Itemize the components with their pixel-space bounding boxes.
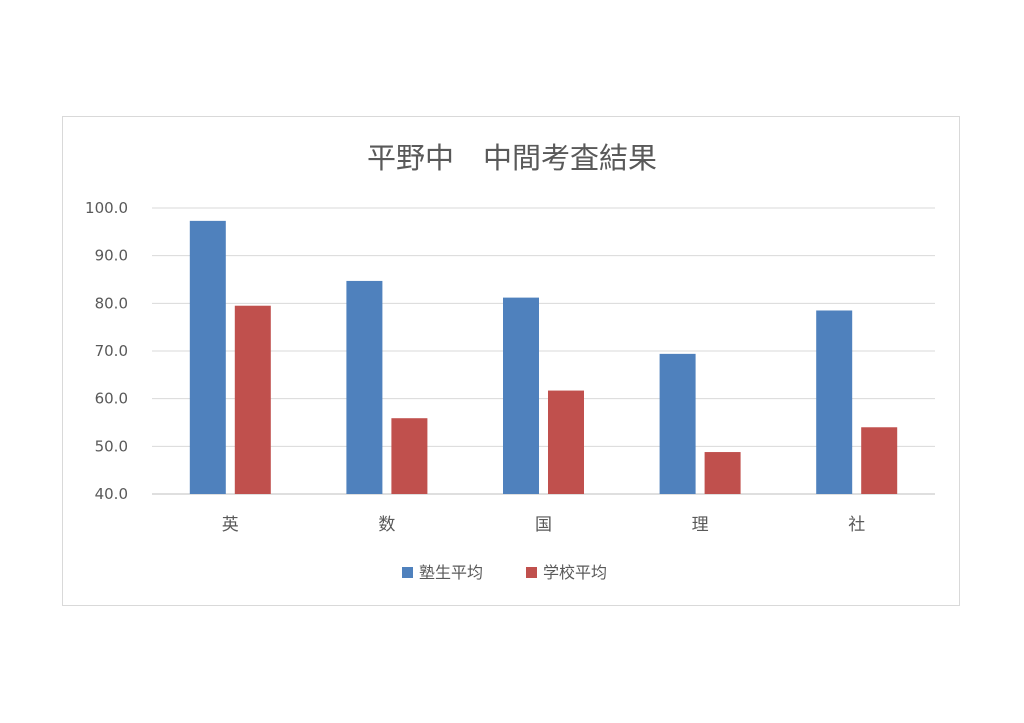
y-tick-label: 80.0 [95,294,128,312]
legend-swatch [402,567,413,578]
y-tick-label: 100.0 [85,199,128,217]
y-tick-label: 60.0 [95,390,128,408]
x-category-label: 社 [848,515,865,535]
y-axis: 40.0 50.0 60.0 70.0 80.0 90.0 100.0 [85,199,128,503]
bar-series1 [816,310,853,494]
legend-swatch [526,567,537,578]
x-category-label: 数 [378,515,395,535]
x-category-label: 英 [222,515,239,535]
x-axis: 英数国理社 [222,515,865,535]
y-tick-label: 40.0 [95,485,128,503]
legend-label: 塾生平均 [419,563,483,582]
y-tick-label: 50.0 [95,437,128,455]
bar-series1 [659,353,696,494]
bar-series2 [548,390,584,494]
x-category-label: 国 [535,515,552,535]
bar-series1 [503,297,539,494]
bars [189,220,898,494]
bar-series2 [861,427,898,494]
chart-title: 平野中 中間考査結果 [367,141,657,175]
bar-series2 [234,305,271,494]
y-tick-label: 70.0 [95,342,128,360]
legend: 塾生平均 学校平均 [402,563,607,582]
bar-series2 [391,418,428,494]
bar-series1 [346,280,383,494]
legend-label: 学校平均 [543,563,607,582]
y-tick-label: 90.0 [95,247,128,265]
bar-series2 [704,452,741,494]
x-category-label: 理 [692,515,709,535]
gridlines [152,207,935,495]
bar-series1 [189,220,226,494]
